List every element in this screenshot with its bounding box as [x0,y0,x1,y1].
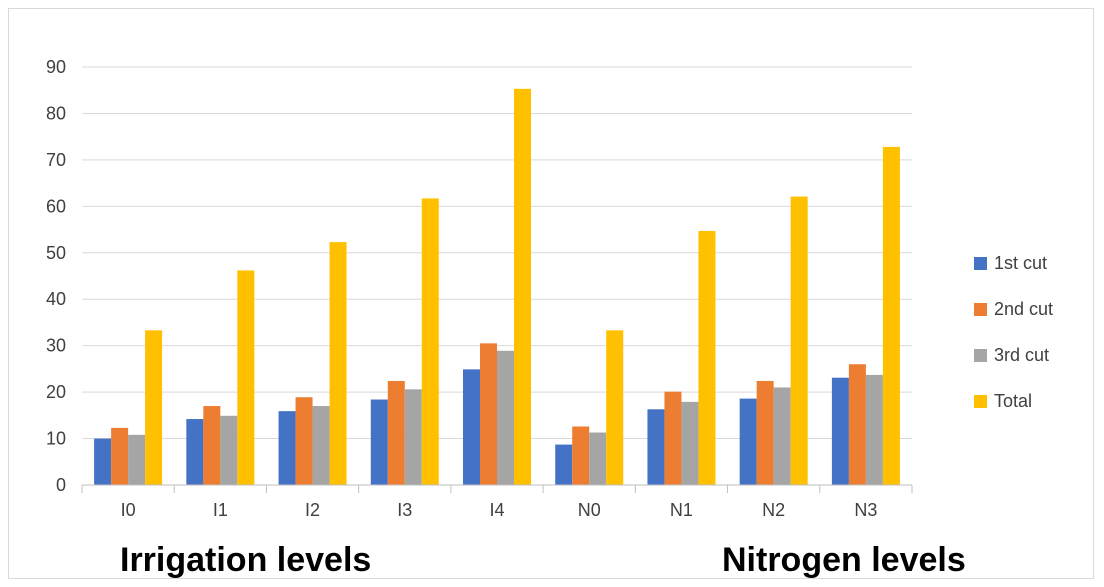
bar [404,389,422,485]
bar [295,397,313,485]
bars [94,88,900,485]
bar [831,377,849,485]
y-tick-label: 30 [46,336,66,356]
bar [370,399,388,485]
axes [81,484,913,493]
legend-swatch [974,349,987,362]
y-tick-label: 10 [46,429,66,449]
y-tick-label: 50 [46,243,66,263]
x-tick-label: N3 [854,500,877,520]
bar [606,330,624,485]
y-tick-labels: 0 10 20 30 40 50 60 70 80 90 [46,57,66,495]
bar [773,387,791,485]
y-tick-label: 70 [46,150,66,170]
group-label-irrigation: Irrigation levels [120,541,371,579]
bar [681,401,699,485]
x-tick-label: N1 [670,500,693,520]
bar [237,270,255,485]
bar [739,398,757,485]
bar [111,427,129,485]
bar [145,330,163,485]
bar [329,242,347,485]
bar [387,380,405,485]
legend-swatch [974,303,987,316]
bar [647,409,665,485]
y-tick-label: 20 [46,382,66,402]
legend: 1st cut 2nd cut 3rd cut Total [974,253,1053,411]
group-label-nitrogen: Nitrogen levels [722,541,966,579]
bar [480,343,497,485]
bar [790,196,808,485]
x-tick-label: I4 [489,500,504,520]
bar [497,350,514,485]
bar [278,411,296,485]
bar [312,406,330,485]
bar [421,198,439,485]
legend-label: 2nd cut [994,299,1053,319]
bar [865,374,883,485]
x-tick-label: I0 [121,500,136,520]
bar [756,380,774,485]
bar [698,230,716,485]
legend-swatch [974,395,987,408]
y-tick-label: 90 [46,57,66,77]
bar [514,88,531,485]
legend-swatch [974,257,987,270]
y-tick-label: 0 [56,475,66,495]
bar [572,426,590,485]
bar [882,146,900,485]
bar [664,391,682,485]
x-tick-label: N0 [578,500,601,520]
x-tick-labels: I0 I1 I2 I3 I4 N0 N1 N2 N3 [121,500,878,520]
bar [848,364,866,485]
bar [463,369,480,485]
legend-label: 3rd cut [994,345,1049,365]
bar [589,432,607,485]
legend-label: 1st cut [994,253,1047,273]
x-tick-label: I1 [213,500,228,520]
y-tick-label: 40 [46,289,66,309]
x-tick-label: I2 [305,500,320,520]
x-tick-label: N2 [762,500,785,520]
y-tick-label: 60 [46,196,66,216]
bar [555,444,573,485]
y-tick-label: 80 [46,103,66,123]
legend-label: Total [994,391,1032,411]
bar [186,419,204,485]
bar [94,438,112,485]
bar [220,415,238,485]
bar [203,406,221,485]
bar [128,434,146,485]
x-tick-label: I3 [397,500,412,520]
